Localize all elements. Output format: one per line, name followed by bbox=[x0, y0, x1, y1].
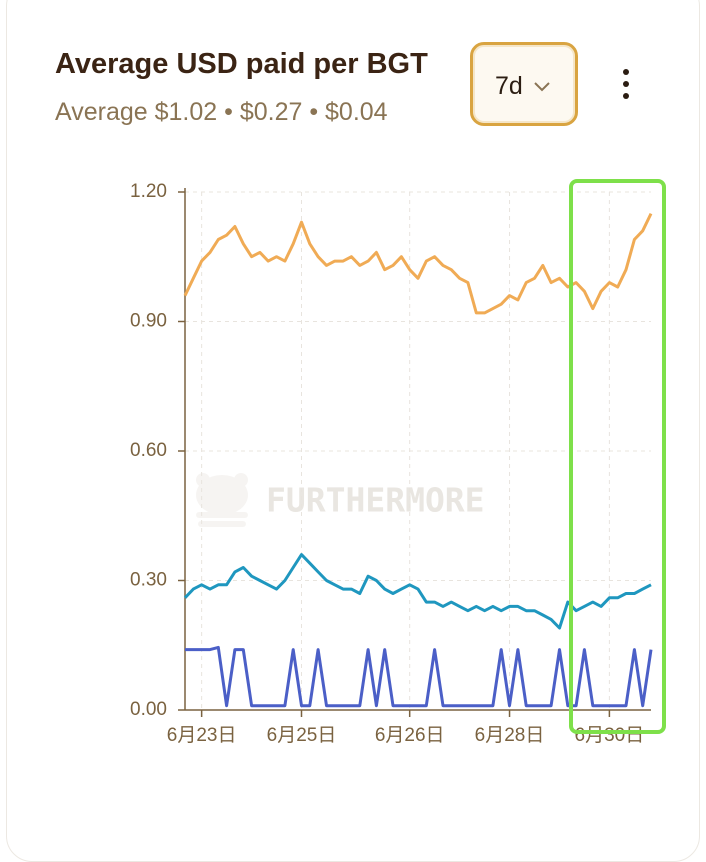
x-tick-label: 6月25日 bbox=[267, 725, 337, 746]
period-dropdown[interactable]: 7d bbox=[470, 42, 578, 126]
period-label[interactable]: 7d bbox=[495, 72, 523, 100]
menu-button[interactable] bbox=[614, 66, 638, 106]
x-tick-label: 6月23日 bbox=[167, 725, 237, 746]
card-subtitle: Average $1.02 • $0.27 • $0.04 bbox=[55, 98, 388, 126]
series-line bbox=[183, 553, 652, 630]
series-line bbox=[183, 212, 653, 315]
y-tick-label: 0.00 bbox=[130, 699, 167, 720]
watermark-logo bbox=[196, 473, 248, 527]
card bbox=[6, 0, 700, 862]
chevron-icon bbox=[534, 82, 550, 92]
highlight-box bbox=[569, 179, 666, 734]
watermark: FURTHERMORE bbox=[266, 481, 485, 520]
x-tick-label: 6月30日 bbox=[575, 725, 645, 746]
x-tick-label: 6月26日 bbox=[375, 725, 445, 746]
card-title: Average USD paid per BGT bbox=[55, 48, 428, 80]
series-line bbox=[185, 645, 653, 708]
y-tick-label: 0.90 bbox=[130, 311, 167, 332]
y-tick-label: 1.20 bbox=[130, 181, 167, 202]
y-tick-label: 0.60 bbox=[130, 440, 167, 461]
y-tick-label: 0.30 bbox=[130, 570, 167, 591]
x-tick-label: 6月28日 bbox=[475, 725, 545, 746]
